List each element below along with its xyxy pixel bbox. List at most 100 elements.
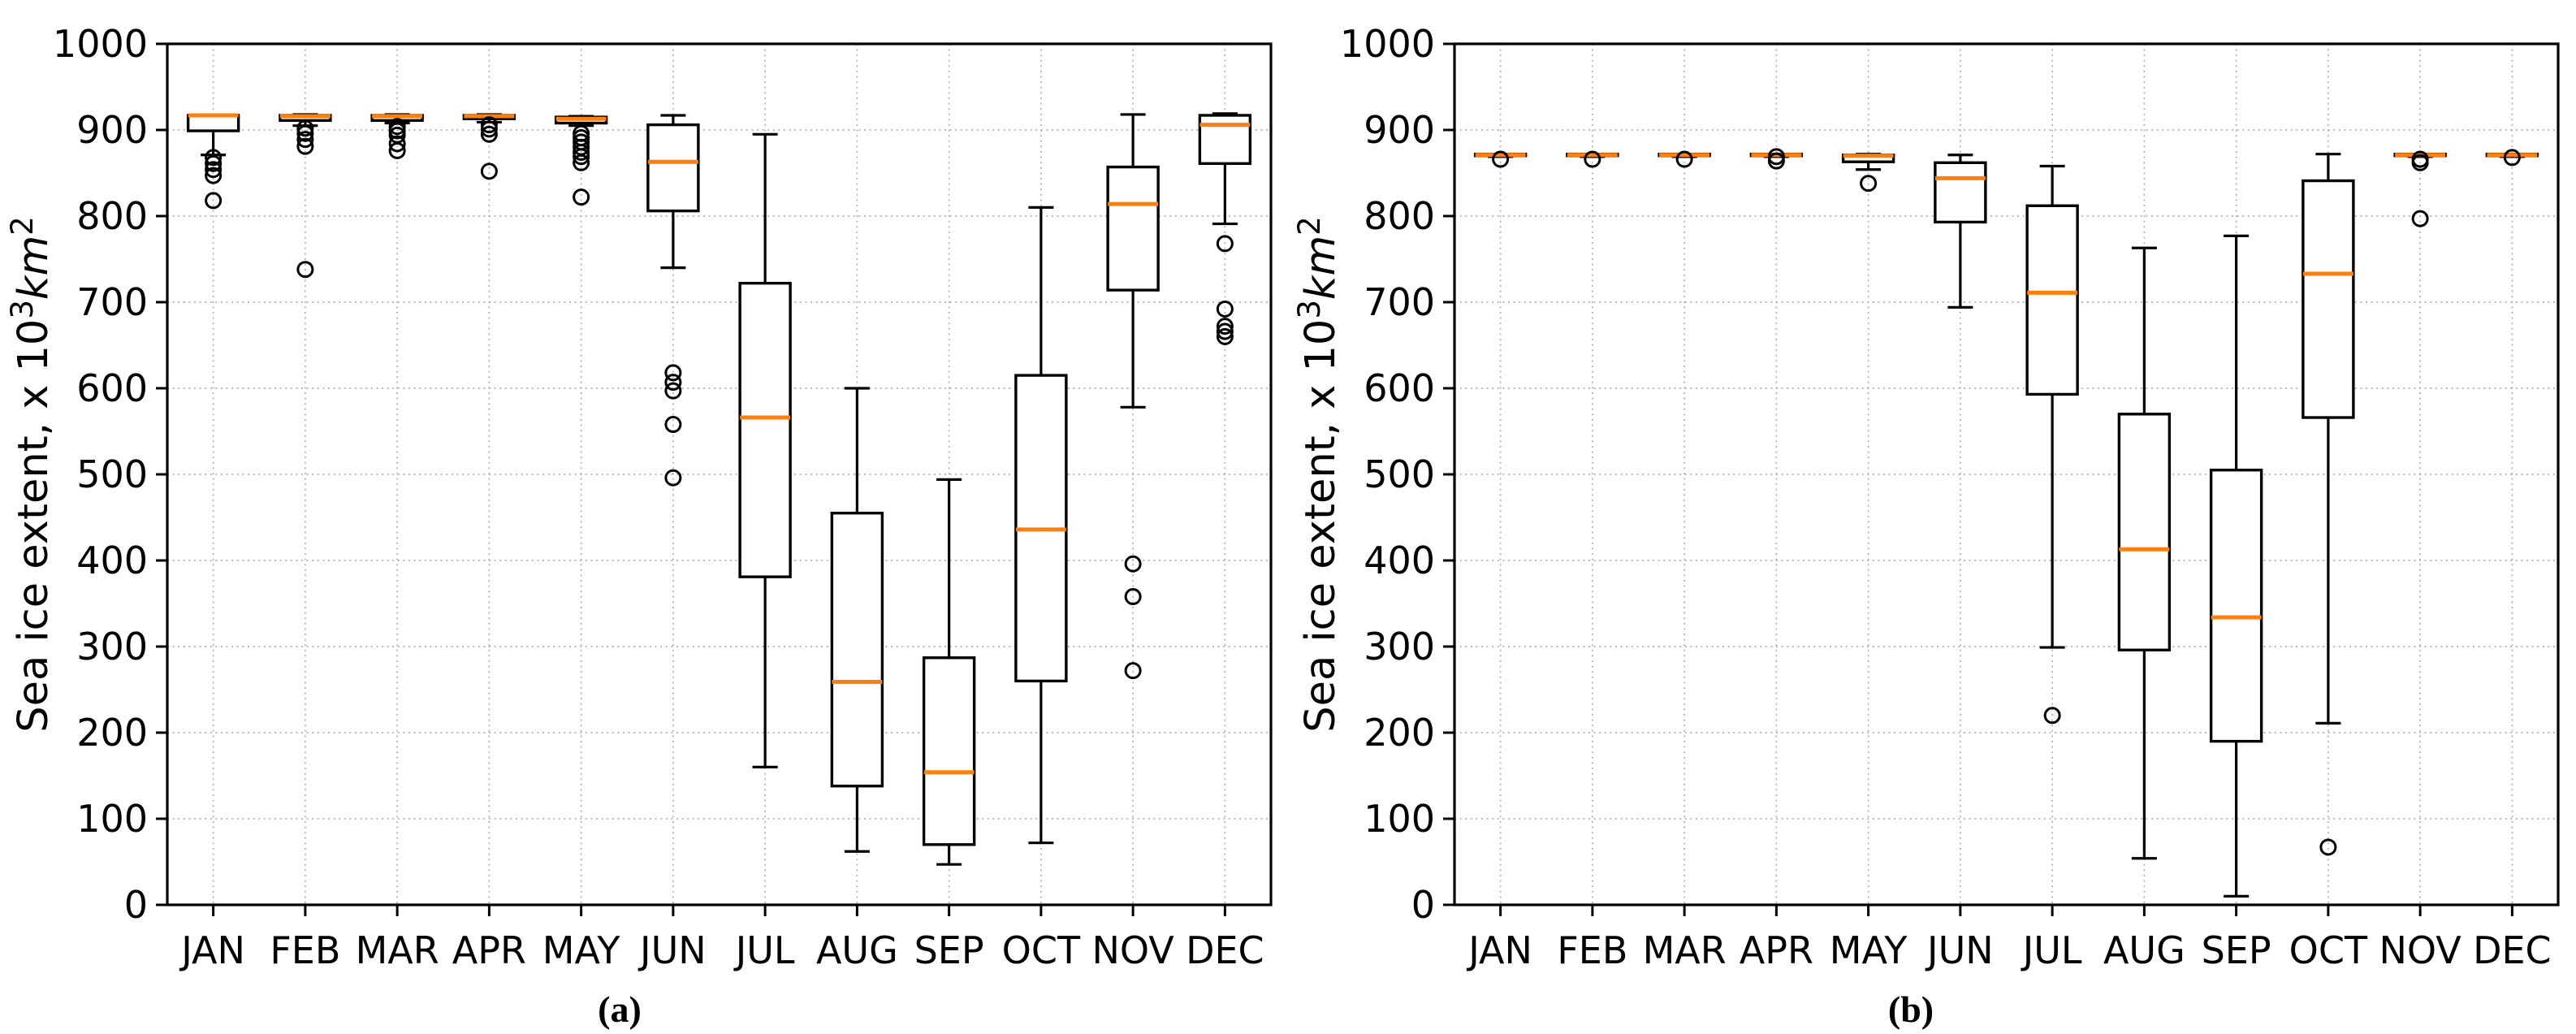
boxplot-sep xyxy=(922,478,976,866)
outlier-point xyxy=(296,131,314,149)
outlier-point xyxy=(1124,555,1142,573)
x-tick-label-jun: JUN xyxy=(1925,928,1994,972)
y-tick-label: 0 xyxy=(1411,883,1435,927)
boxplot-jan xyxy=(186,113,240,210)
outlier-point xyxy=(296,119,314,137)
x-tick-label-apr: APR xyxy=(452,928,526,972)
y-tick-label: 400 xyxy=(76,539,148,582)
y-tick-label: 1000 xyxy=(53,22,148,66)
outlier-point xyxy=(1675,150,1693,168)
outlier-point xyxy=(2319,838,2337,856)
subplot-caption-b: (b) xyxy=(1888,989,1934,1030)
x-tick-label-aug: AUG xyxy=(2103,928,2185,972)
x-tick-label-jun: JUN xyxy=(638,928,707,972)
outlier-point xyxy=(573,154,590,171)
y-tick-label: 800 xyxy=(1364,194,1435,238)
x-tick-label-feb: FEB xyxy=(1557,928,1627,972)
x-tick-label-aug: AUG xyxy=(816,928,898,972)
boxplot-mar xyxy=(370,113,424,159)
iqr-box xyxy=(1198,114,1252,166)
x-tick-label-jan: JAN xyxy=(1466,928,1532,972)
boxplot-apr xyxy=(1749,148,1804,170)
subplot-b: 0 100 200 300 400 500 600 700 800 900 1000 JAN FEB MA… xyxy=(1292,22,2560,1030)
y-tick-label: 900 xyxy=(76,108,148,152)
x-tick-label-jul: JUL xyxy=(2021,928,2082,972)
x-tick-label-may: MAY xyxy=(1830,928,1908,972)
outlier-point xyxy=(480,125,498,143)
x-tick-label-nov: NOV xyxy=(2379,928,2461,972)
outlier-point xyxy=(573,188,590,206)
x-tick-label-jul: JUL xyxy=(733,928,795,972)
outlier-point xyxy=(388,135,406,153)
y-tick-label: 300 xyxy=(76,625,148,668)
outlier-point xyxy=(388,141,406,159)
outlier-point xyxy=(1216,235,1234,253)
iqr-box xyxy=(2209,469,2263,743)
y-tick-label: 1000 xyxy=(1340,22,1435,66)
outlier-point xyxy=(1767,152,1785,170)
boxplot-mar xyxy=(1658,150,1711,168)
y-tick-label: 400 xyxy=(1364,539,1435,582)
y-axis-label: Sea ice extent, x 103km2 xyxy=(5,216,58,732)
y-axis-label: Sea ice extent, x 103km2 xyxy=(1292,216,1345,732)
x-tick-label-feb: FEB xyxy=(270,928,340,972)
iqr-box xyxy=(2117,413,2172,651)
iqr-box xyxy=(738,281,792,578)
outlier-point xyxy=(2411,154,2429,171)
boxplot-jul xyxy=(2025,164,2079,725)
outlier-point xyxy=(2411,210,2429,227)
iqr-box xyxy=(2025,204,2079,396)
x-tick-label-sep: SEP xyxy=(914,928,984,972)
iqr-box xyxy=(1934,161,1987,224)
iqr-box xyxy=(646,123,700,213)
outlier-point xyxy=(1216,300,1234,318)
subplot-caption-a: (a) xyxy=(598,989,642,1030)
outlier-point xyxy=(664,364,682,382)
outlier-point xyxy=(664,382,682,400)
x-tick-label-may: MAY xyxy=(542,928,621,972)
y-tick-label: 100 xyxy=(1364,797,1435,841)
outlier-point xyxy=(2043,707,2061,725)
boxplot-jun xyxy=(646,114,700,487)
outlier-point xyxy=(1216,318,1234,335)
iqr-box xyxy=(830,512,884,788)
boxplot-feb xyxy=(1566,150,1619,168)
x-tick-label-dec: DEC xyxy=(1186,928,1264,972)
boxplot-apr xyxy=(462,113,516,180)
y-tick-label: 200 xyxy=(1364,711,1435,755)
outlier-point xyxy=(296,261,314,279)
boxplot-dec xyxy=(1198,112,1252,345)
outlier-point xyxy=(480,120,498,138)
outlier-point xyxy=(1216,327,1234,345)
iqr-box xyxy=(1106,165,1160,292)
x-tick-label-jan: JAN xyxy=(179,928,245,972)
boxplot-jul xyxy=(738,132,792,769)
boxplot-dec xyxy=(2485,149,2539,167)
outlier-point xyxy=(573,148,590,166)
boxplot-jun xyxy=(1934,154,1987,309)
boxplot-sep xyxy=(2209,234,2263,898)
x-tick-label-dec: DEC xyxy=(2473,928,2552,972)
boxplot-oct xyxy=(1014,206,1068,845)
y-tick-label: 500 xyxy=(1364,452,1435,496)
y-tick-label: 500 xyxy=(76,452,148,496)
outlier-point xyxy=(296,137,314,155)
x-tick-label-nov: NOV xyxy=(1091,928,1174,972)
outlier-point xyxy=(205,154,223,172)
iqr-box xyxy=(922,656,976,846)
outlier-point xyxy=(1124,662,1142,680)
x-tick-label-oct: OCT xyxy=(2289,928,2368,972)
outlier-point xyxy=(205,167,223,184)
y-tick-label: 200 xyxy=(76,711,148,755)
y-tick-label: 900 xyxy=(1364,108,1435,152)
outlier-point xyxy=(205,161,223,179)
outlier-point xyxy=(1216,322,1234,340)
outlier-point xyxy=(1860,175,1878,193)
outlier-point xyxy=(2503,149,2521,167)
x-tick-label-mar: MAR xyxy=(356,928,439,972)
outlier-point xyxy=(1584,150,1601,168)
outlier-point xyxy=(664,374,682,392)
boxplot-oct xyxy=(2302,153,2355,856)
